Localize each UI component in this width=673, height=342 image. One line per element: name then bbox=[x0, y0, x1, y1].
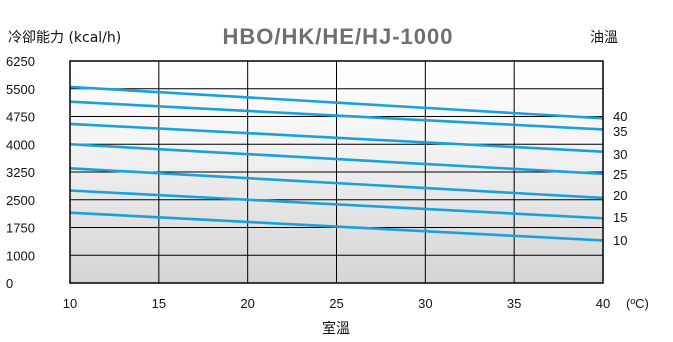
y-tick-label: 0 bbox=[6, 276, 13, 291]
y-tick-label: 2500 bbox=[6, 193, 35, 208]
series-label-35: 35 bbox=[613, 124, 627, 139]
chart-title: HBO/HK/HE/HJ-1000 bbox=[223, 24, 454, 49]
y-tick-label: 3250 bbox=[6, 165, 35, 180]
y-tick-label: 4750 bbox=[6, 110, 35, 125]
y-tick-label: 5500 bbox=[6, 82, 35, 97]
series-label-10: 10 bbox=[613, 233, 627, 248]
series-label-40: 40 bbox=[613, 109, 627, 124]
y-tick-label: 1000 bbox=[6, 248, 35, 263]
series-line-25 bbox=[69, 142, 604, 176]
series-label-20: 20 bbox=[613, 188, 627, 203]
x-axis-unit: (ºC) bbox=[626, 296, 649, 311]
oil-temp-legend-label: 油溫 bbox=[590, 30, 618, 46]
series-line-40 bbox=[69, 85, 604, 120]
y-tick-label: 1750 bbox=[6, 221, 35, 236]
x-tick-label: 10 bbox=[63, 296, 77, 311]
x-axis-label: 室溫 bbox=[322, 320, 350, 337]
series-line-30 bbox=[69, 122, 604, 153]
x-tick-label: 35 bbox=[507, 296, 521, 311]
series-line-10 bbox=[69, 211, 604, 242]
x-tick-label: 15 bbox=[152, 296, 166, 311]
y-tick-label: 4000 bbox=[6, 137, 35, 152]
series-line-15 bbox=[69, 189, 604, 220]
x-tick-label: 25 bbox=[329, 296, 343, 311]
x-tick-label: 40 bbox=[596, 296, 610, 311]
series-line-20 bbox=[69, 167, 604, 200]
y-axis-label: 冷卻能力 (kcal/h) bbox=[8, 30, 121, 46]
series-label-30: 30 bbox=[613, 147, 627, 162]
y-tick-label: 6250 bbox=[6, 54, 35, 69]
series-label-15: 15 bbox=[613, 210, 627, 225]
x-tick-label: 20 bbox=[240, 296, 254, 311]
series-label-25: 25 bbox=[613, 167, 627, 182]
plot-border bbox=[69, 60, 604, 284]
series-line-35 bbox=[69, 100, 604, 131]
x-tick-label: 30 bbox=[418, 296, 432, 311]
